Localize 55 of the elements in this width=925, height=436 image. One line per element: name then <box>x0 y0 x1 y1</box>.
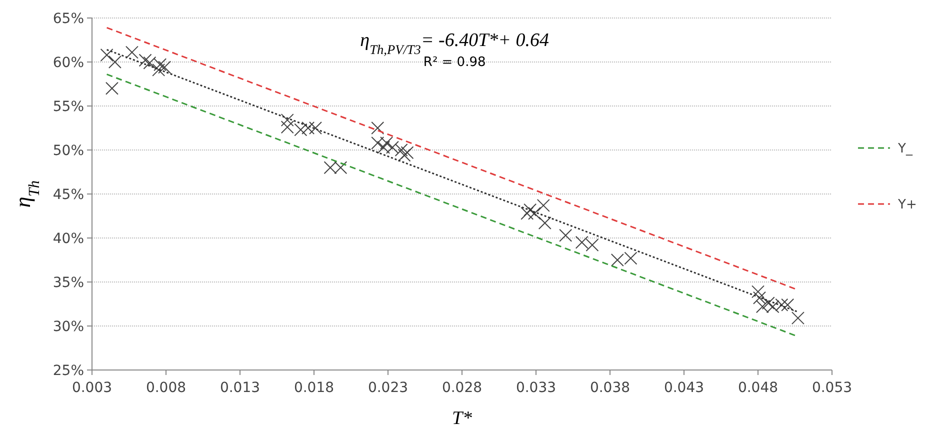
point <box>559 228 572 242</box>
x-tick-label: 0.018 <box>294 380 334 396</box>
x-axis-title: T* <box>452 408 473 429</box>
point <box>377 140 390 154</box>
point <box>398 148 411 162</box>
x-tick-label: 0.043 <box>664 380 704 396</box>
point <box>280 114 294 127</box>
point <box>752 291 766 304</box>
y-tick-label: 60% <box>52 54 84 71</box>
y-tick-label: 35% <box>52 274 84 291</box>
point <box>108 56 122 68</box>
point <box>152 63 166 76</box>
x-tick-label: 0.033 <box>516 380 556 396</box>
y-tick-label: 40% <box>52 230 84 247</box>
point <box>538 216 552 230</box>
x-tick-label: 0.023 <box>368 380 408 396</box>
x-tick-label: 0.003 <box>72 380 112 396</box>
x-tick-label: 0.038 <box>590 380 630 396</box>
point <box>386 140 399 154</box>
x-tick-label: 0.028 <box>442 380 482 396</box>
x-tick-label: 0.008 <box>146 380 186 396</box>
point <box>524 203 537 216</box>
point <box>752 285 764 298</box>
annotation: η$_{Th,PV/T3}$= -6.40T*+ 0.64 <box>360 30 550 56</box>
point <box>371 136 384 150</box>
point <box>100 48 114 62</box>
x-tick-label: 0.048 <box>738 380 778 396</box>
point <box>400 146 414 160</box>
point <box>528 206 542 220</box>
point <box>791 312 804 325</box>
point <box>781 298 794 312</box>
point <box>536 198 550 212</box>
point <box>158 60 172 74</box>
y-tick-label: 50% <box>52 142 84 159</box>
y-tick-label: 65% <box>52 10 84 27</box>
point <box>308 122 322 134</box>
y-tick-label: 30% <box>52 318 84 335</box>
x-tick-label: 0.053 <box>812 380 852 396</box>
x-tick-label: 0.013 <box>220 380 260 396</box>
point <box>105 82 118 95</box>
point <box>586 238 599 252</box>
point <box>394 144 408 156</box>
y-tick-label: 45% <box>52 186 84 203</box>
y-tick-label: 55% <box>52 98 84 115</box>
annotation: R² = 0.98 <box>423 55 486 70</box>
y-tick-label: 25% <box>52 362 84 379</box>
point <box>575 236 588 249</box>
point <box>371 122 384 134</box>
point <box>380 136 394 150</box>
point <box>138 54 152 67</box>
point <box>302 122 315 134</box>
legend-label: Y_ <box>897 142 913 157</box>
point <box>125 46 138 59</box>
point <box>520 206 534 220</box>
legend-label: Y+ <box>897 198 917 213</box>
